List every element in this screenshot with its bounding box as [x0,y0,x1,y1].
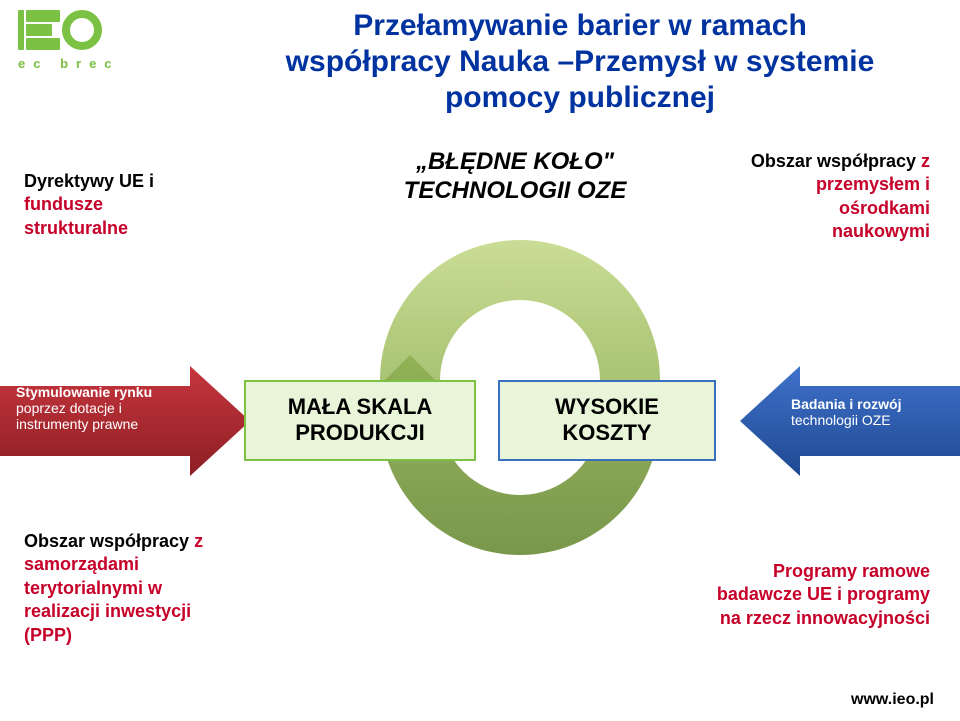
left-arrow-text: Stymulowanie rynku poprzez dotacje i ins… [16,384,186,432]
cycle-title: „BŁĘDNE KOŁO" TECHNOLOGII OZE [350,148,680,206]
box-text: WYSOKIE [555,394,659,419]
right-arrow: Badania i rozwój technologii OZE [740,366,960,496]
label-text-accent: fundusze strukturalne [24,194,128,237]
label-text-accent: Programy ramowe badawcze UE i programy n… [717,561,930,628]
arrow-bold: Badania i rozwój [791,396,901,412]
box-text: PRODUKCJI [295,420,425,445]
box-text: MAŁA SKALA [288,394,433,419]
footer-url: www.ieo.pl [851,691,934,709]
label-bottom-left: Obszar współpracy z samorządami terytori… [24,530,224,647]
left-arrow: Stymulowanie rynku poprzez dotacje i ins… [0,366,220,496]
title-line: Przełamywanie barier w ramach [353,9,807,42]
arrow-text: technologii OZE [791,412,891,428]
label-top-right: Obszar współpracy z przemysłem i ośrodka… [750,150,930,244]
title-line: pomocy publicznej [445,81,715,114]
box-text: KOSZTY [562,420,651,445]
box-wysokie-koszty: WYSOKIE KOSZTY [498,380,716,461]
logo: ec brec [18,10,138,71]
box-mala-skala: MAŁA SKALA PRODUKCJI [244,380,476,461]
arrow-text: poprzez dotacje i instrumenty prawne [16,400,138,432]
page-title: Przełamywanie barier w ramach współpracy… [230,8,930,116]
title-line: współpracy Nauka –Przemysł w systemie [286,45,875,78]
subtitle-line: „BŁĘDNE KOŁO" [416,148,614,175]
subtitle-line: TECHNOLOGII OZE [404,177,627,204]
middle-row: Stymulowanie rynku poprzez dotacje i ins… [0,380,960,500]
right-arrow-text: Badania i rozwój technologii OZE [791,396,946,428]
label-text: Dyrektywy UE i [24,171,154,191]
label-text: Obszar współpracy [24,531,194,551]
label-bottom-right: Programy ramowe badawcze UE i programy n… [700,560,930,630]
logo-subtext: ec brec [18,56,138,71]
label-top-left: Dyrektywy UE i fundusze strukturalne [24,170,204,240]
arrow-bold: Stymulowanie rynku [16,384,152,400]
label-text: Obszar współpracy [751,151,916,171]
